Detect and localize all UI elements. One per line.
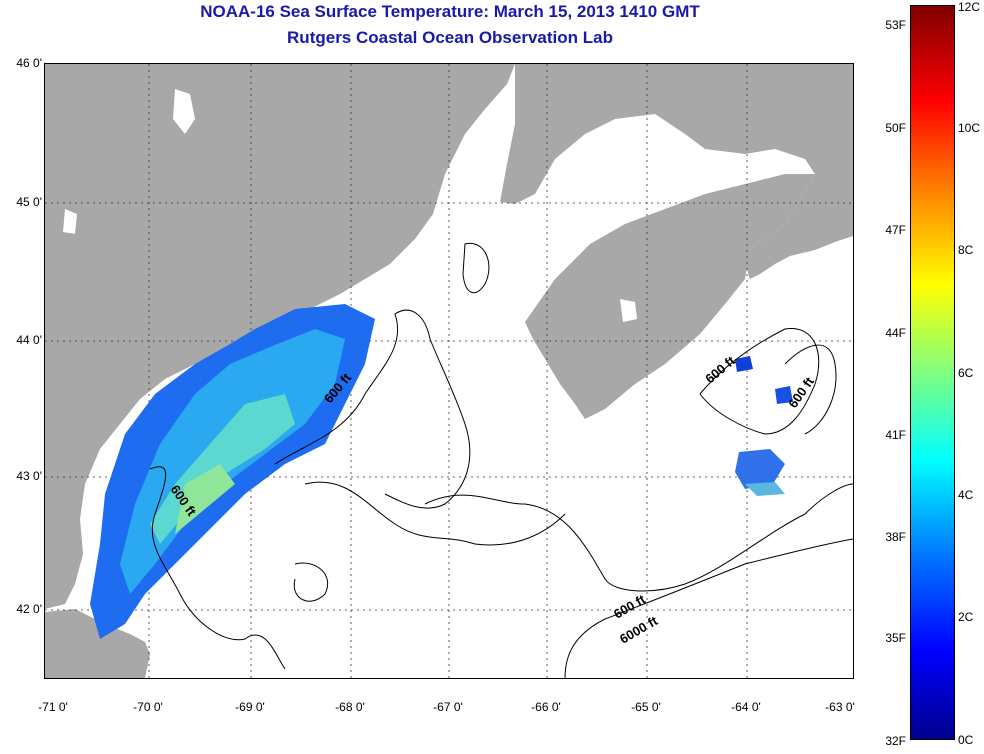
colorbar-c-label: 4C	[958, 488, 974, 502]
colorbar-c-label: 2C	[958, 610, 974, 624]
colorbar-f-label: 53F	[885, 18, 906, 32]
colorbar-f-label: 35F	[885, 631, 906, 645]
lat-label-45: 45 0'	[16, 195, 42, 209]
contour-label-layer: 600 ft 600 ft 600 ft 600 ft 600 ft 6000 …	[168, 353, 818, 647]
lon-label-65: -65 0'	[631, 700, 661, 714]
colorbar-c-label: 12C	[958, 0, 981, 14]
lon-label-68: -68 0'	[335, 700, 365, 714]
contour-label: 600 ft	[321, 370, 355, 406]
lon-label-67: -67 0'	[433, 700, 463, 714]
lat-label-43: 43 0'	[16, 469, 42, 483]
colorbar-f-label: 50F	[885, 121, 906, 135]
lon-label-64: -64 0'	[731, 700, 761, 714]
colorbar-c-label: 0C	[958, 733, 974, 747]
map-subtitle: Rutgers Coastal Ocean Observation Lab	[287, 28, 613, 47]
colorbar-f-label: 44F	[885, 326, 906, 340]
lon-label-63: -63 0'	[825, 700, 855, 714]
colorbar-f-label: 41F	[885, 428, 906, 442]
lat-label-42: 42 0'	[16, 602, 42, 616]
lat-label-44: 44 0'	[16, 333, 42, 347]
lat-label-46: 46 0'	[16, 56, 42, 70]
contour-label: 600 ft	[168, 482, 200, 519]
map-panel[interactable]: 600 ft 600 ft 600 ft 600 ft 600 ft 6000 …	[44, 63, 854, 679]
colorbar-c-label: 10C	[958, 121, 981, 135]
map-title: NOAA-16 Sea Surface Temperature: March 1…	[200, 2, 700, 21]
map-canvas	[45, 64, 853, 678]
bathymetry-contours	[149, 242, 853, 678]
contour-label: 600 ft	[611, 591, 648, 621]
lon-label-69: -69 0'	[235, 700, 265, 714]
sst-data	[90, 304, 793, 639]
contour-label: 600 ft	[702, 353, 738, 387]
colorbar-f-label: 47F	[885, 223, 906, 237]
land-nova-scotia	[525, 174, 815, 419]
colorbar-f-label: 32F	[885, 734, 906, 748]
colorbar-c-label: 6C	[958, 366, 974, 380]
colorbar-f-label: 38F	[885, 530, 906, 544]
land-new-england	[45, 64, 515, 609]
contour-label: 600 ft	[785, 374, 817, 411]
land-new-brunswick	[500, 64, 853, 279]
land-cape-cod	[45, 609, 150, 678]
lon-label-66: -66 0'	[531, 700, 561, 714]
temperature-colorbar	[910, 5, 955, 740]
lon-label-71: -71 0'	[38, 700, 68, 714]
lon-label-70: -70 0'	[133, 700, 163, 714]
colorbar-c-label: 8C	[958, 243, 974, 257]
